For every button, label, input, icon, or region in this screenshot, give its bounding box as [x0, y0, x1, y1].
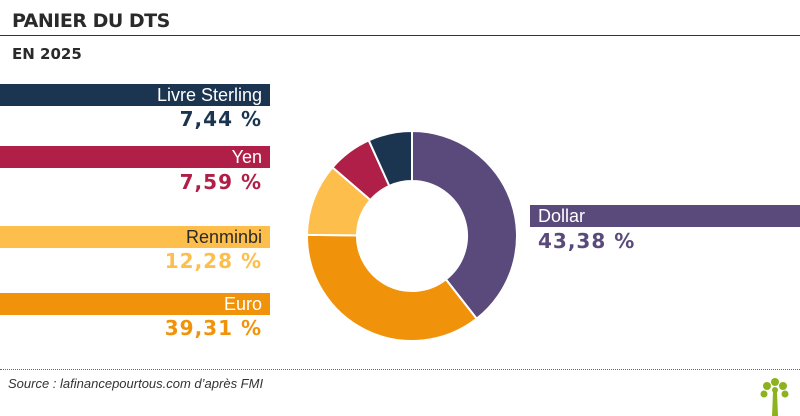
source-note: Source : lafinancepourtous.com d’après F…: [8, 376, 264, 391]
label-bar-yen: Yen: [0, 146, 270, 168]
donut-slice-dollar: [411, 129, 518, 321]
label-bar-renminbi: Renminbi: [0, 226, 270, 248]
label-bar-euro: Euro: [0, 293, 270, 315]
value-renminbi: 12,28 %: [164, 249, 262, 273]
value-dollar: 43,38 %: [538, 229, 636, 253]
value-livre-sterling: 7,44 %: [179, 107, 262, 131]
donut-slice-euro: [306, 233, 479, 342]
title-divider: [0, 35, 800, 36]
chart-subtitle: EN 2025: [12, 45, 82, 63]
chart-title: PANIER DU DTS: [12, 10, 170, 32]
donut-slice-livre-sterling: [367, 129, 413, 188]
value-euro: 39,31 %: [164, 316, 262, 340]
tree-logo-icon: [760, 378, 789, 416]
label-bar-dollar: Dollar: [530, 205, 800, 227]
footer-divider: [0, 369, 800, 370]
donut-chart: [305, 129, 518, 342]
label-bar-livre-sterling: Livre Sterling: [0, 84, 270, 106]
value-yen: 7,59 %: [179, 170, 262, 194]
